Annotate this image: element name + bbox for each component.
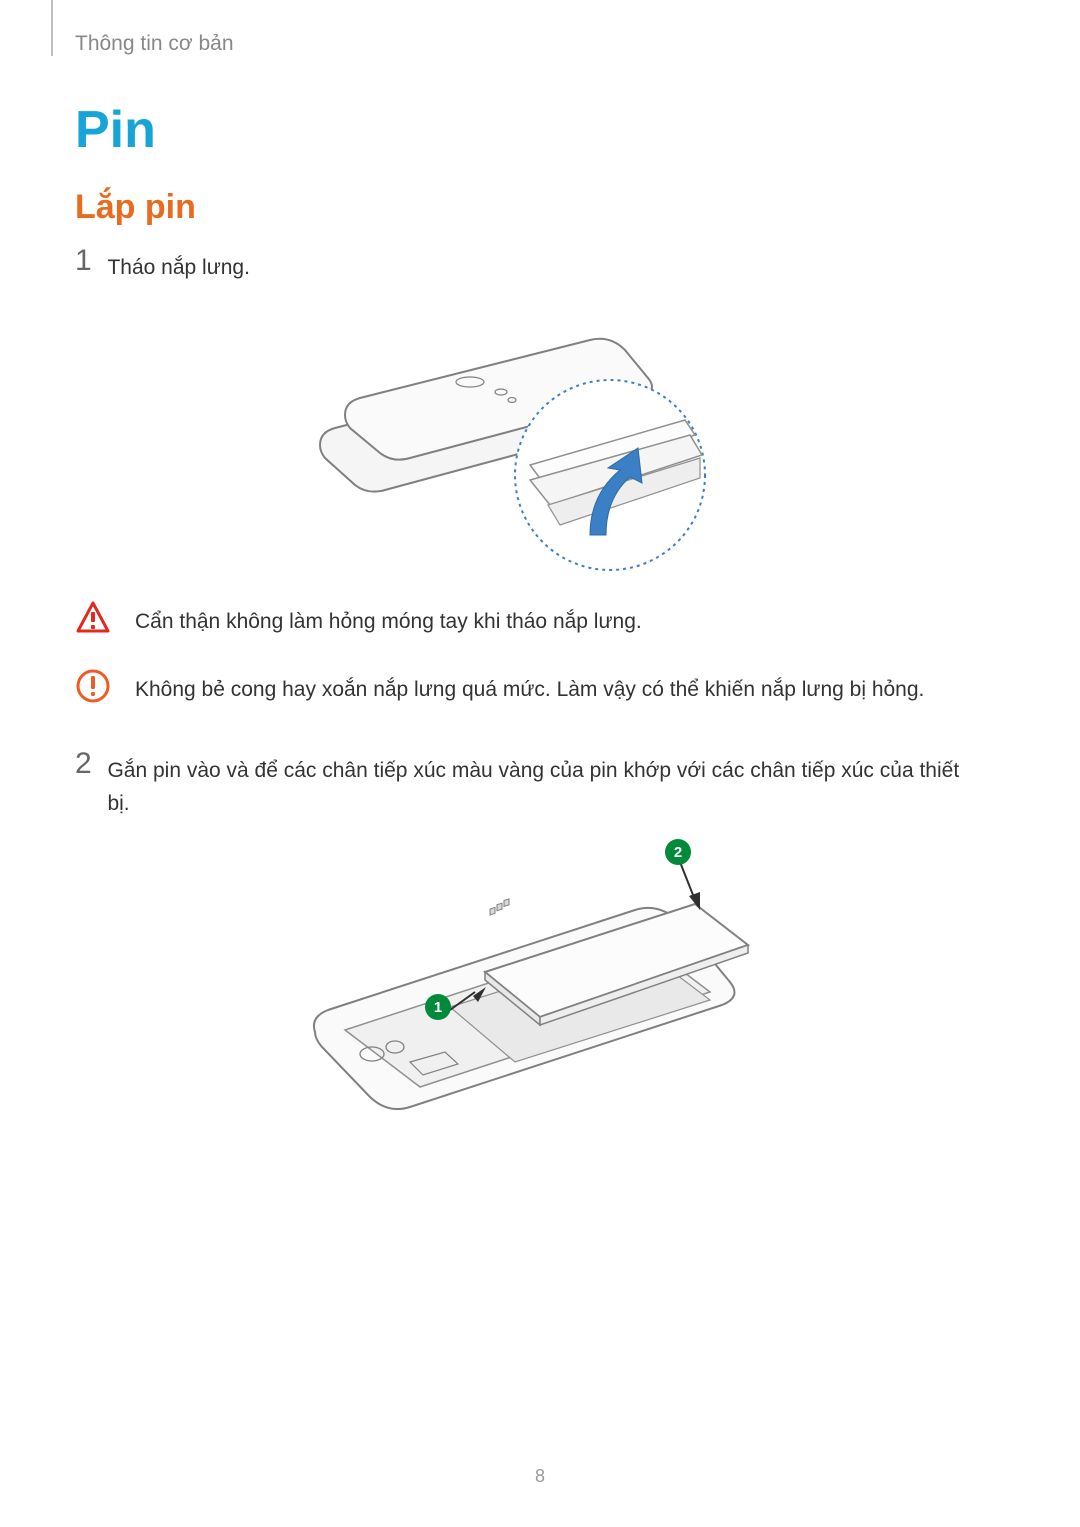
info-note: Không bẻ cong hay xoắn nắp lưng quá mức.… [75,668,1005,706]
info-text: Không bẻ cong hay xoắn nắp lưng quá mức.… [135,668,924,706]
callout-2-icon: 2 [665,839,700,910]
step-1: 1 Tháo nắp lưng. [75,246,1005,285]
figure-remove-cover [290,320,790,580]
page-number: 8 [0,1466,1080,1487]
page: Thông tin cơ bản Pin Lắp pin 1 Tháo nắp … [0,0,1080,1527]
callout-1-label: 1 [434,999,442,1016]
step-text: Gắn pin vào và để các chân tiếp xúc màu … [107,749,977,820]
figure-insert-battery: SAMSUNG 1 2 [290,832,790,1132]
info-circle-icon [75,668,111,704]
step-text: Tháo nắp lưng. [107,246,250,285]
section-title: Lắp pin [75,188,196,227]
warning-note: Cẩn thận không làm hỏng móng tay khi thá… [75,600,1005,638]
warning-text: Cẩn thận không làm hỏng móng tay khi thá… [135,600,642,638]
step-number: 1 [75,246,103,276]
warning-triangle-icon [75,600,111,636]
step-2: 2 Gắn pin vào và để các chân tiếp xúc mà… [75,749,1005,820]
breadcrumb: Thông tin cơ bản [75,32,234,56]
page-title: Pin [75,100,156,160]
callout-2-label: 2 [674,844,682,861]
header-rule [51,0,53,56]
step-number: 2 [75,749,103,779]
